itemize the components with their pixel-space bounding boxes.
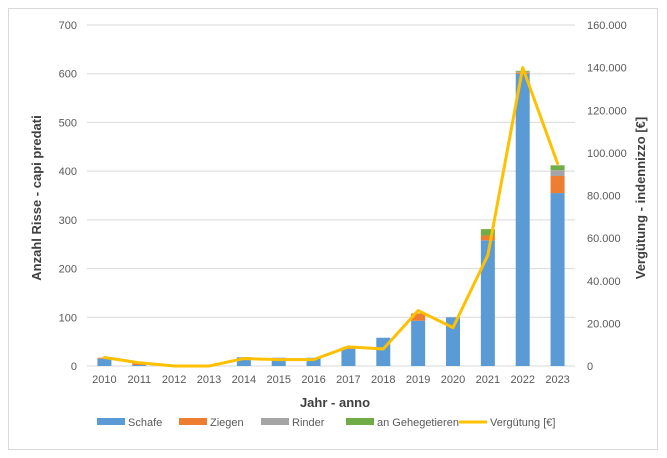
y2-axis-title: Vergütung - indennizzo [€] [633, 117, 648, 280]
series-line [102, 66, 560, 368]
y2-tick-label: 120.000 [587, 105, 627, 117]
y2-tick-label: 20.000 [587, 318, 621, 330]
chart-frame: 0 100 200 300 400 500 600 700 0 20.000 40.000 60.0… [8, 8, 658, 450]
y2-tick-label: 60.000 [587, 233, 621, 245]
y-axis-title: Anzahl Risse - capi predati [29, 115, 44, 280]
x-tick-label: 2022 [510, 374, 534, 386]
bar [480, 229, 495, 236]
y-tick-label: 300 [59, 215, 77, 227]
x-axis-ticks: 2010 2011 2012 2013 2014 2015 2016 2017 2018 2019… [92, 374, 570, 386]
right-axis-ticks: 0 20.000 40.000 60.000 80.000 100.000 120.000 1… [587, 20, 627, 373]
y2-tick-label: 0 [587, 361, 593, 373]
x-tick-label: 2016 [301, 374, 325, 386]
bar [550, 193, 565, 366]
legend-label: Vergütung [€] [490, 417, 555, 429]
x-axis-title: Jahr - anno [300, 395, 370, 410]
y-tick-label: 600 [59, 69, 77, 81]
gridlines [87, 24, 575, 367]
bar [480, 235, 495, 241]
bar [411, 313, 426, 321]
y-tick-label: 400 [59, 166, 77, 178]
legend-swatch [261, 418, 289, 425]
bar [411, 320, 426, 366]
bar [236, 357, 251, 366]
bar [306, 357, 321, 366]
x-tick-label: 2023 [545, 374, 569, 386]
bar [550, 170, 565, 177]
left-axis-ticks: 0 100 200 300 400 500 600 700 [59, 20, 77, 373]
x-tick-label: 2012 [162, 374, 186, 386]
y-tick-label: 700 [59, 20, 77, 32]
legend-swatch [179, 418, 207, 425]
x-tick-label: 2020 [441, 374, 465, 386]
chart: 0 100 200 300 400 500 600 700 0 20.000 40.000 60.0… [29, 20, 648, 429]
y-tick-label: 100 [59, 312, 77, 324]
x-tick-label: 2017 [336, 374, 360, 386]
bar [550, 165, 565, 171]
legend-label: Rinder [292, 417, 325, 429]
bar [341, 348, 356, 366]
x-tick-label: 2014 [232, 374, 256, 386]
y2-tick-label: 100.000 [587, 148, 627, 160]
bar [480, 240, 495, 366]
y2-tick-label: 140.000 [587, 63, 627, 75]
legend-label: an Gehegetieren [377, 417, 459, 429]
x-tick-label: 2019 [406, 374, 430, 386]
x-tick-label: 2018 [371, 374, 395, 386]
y2-tick-label: 40.000 [587, 276, 621, 288]
x-tick-label: 2010 [92, 374, 116, 386]
bar [132, 365, 147, 366]
bar [446, 317, 460, 366]
x-tick-label: 2021 [476, 374, 500, 386]
y-tick-label: 500 [59, 117, 77, 129]
legend-swatch [97, 418, 125, 425]
bar [550, 176, 565, 194]
line-series [102, 66, 560, 368]
x-tick-label: 2011 [127, 374, 151, 386]
x-tick-label: 2015 [266, 374, 290, 386]
bars [97, 70, 565, 366]
y2-tick-label: 80.000 [587, 191, 621, 203]
y-tick-label: 200 [59, 264, 77, 276]
bar [271, 357, 286, 366]
bar [515, 73, 530, 366]
legend: Schafe Ziegen Rinder an Gehegetieren Vergütu… [97, 417, 555, 429]
legend-label: Ziegen [210, 417, 244, 429]
x-tick-label: 2013 [197, 374, 221, 386]
legend-swatch [346, 418, 374, 425]
legend-label: Schafe [128, 417, 162, 429]
y2-tick-label: 160.000 [587, 20, 627, 32]
y-tick-label: 0 [71, 361, 77, 373]
bar [97, 358, 112, 366]
